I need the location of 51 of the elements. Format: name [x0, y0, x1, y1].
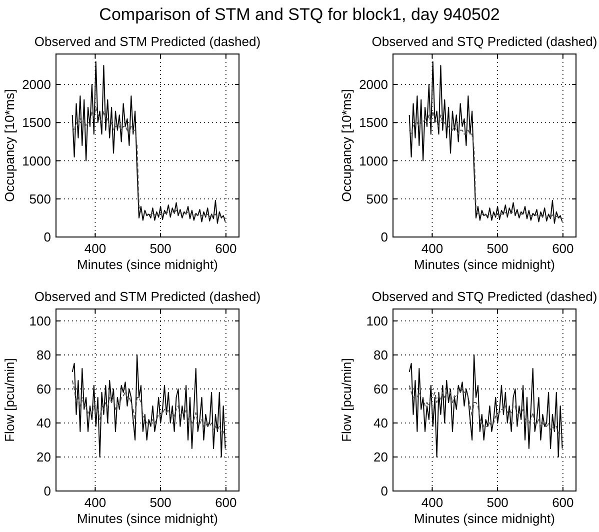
y-tick-label: 1500 — [359, 115, 388, 130]
x-tick-label: 400 — [84, 241, 106, 256]
y-tick-label: 40 — [374, 415, 388, 430]
x-tick-label: 600 — [552, 241, 574, 256]
line-series — [72, 106, 226, 218]
chart-title: Observed and STM Predicted (dashed) — [34, 34, 261, 49]
x-tick-label: 500 — [150, 241, 172, 256]
y-tick-label: 60 — [374, 381, 388, 396]
y-tick-label: 1000 — [359, 153, 388, 168]
x-tick-label: 500 — [486, 495, 508, 510]
x-tick-label: 600 — [552, 495, 574, 510]
text: Comparison of STM and STQ for block1, day 940502 — [99, 5, 500, 24]
x-axis-title: Minutes (since midnight) — [414, 511, 555, 526]
x-tick-label: 500 — [150, 495, 172, 510]
x-tick-label: 400 — [421, 241, 444, 256]
y-tick-label: 20 — [374, 449, 388, 464]
y-tick-label: 40 — [36, 415, 51, 430]
x-axis-title: Minutes (since midnight) — [414, 257, 555, 272]
chart-title: Observed and STQ Predicted (dashed) — [372, 289, 598, 304]
y-tick-label: 500 — [366, 191, 388, 206]
y-tick-label: 80 — [36, 347, 51, 362]
y-tick-label: 100 — [366, 313, 388, 328]
chart-title: Observed and STQ Predicted (dashed) — [372, 34, 598, 49]
chart-title: Observed and STM Predicted (dashed) — [34, 289, 261, 304]
y-tick-label: 1000 — [22, 153, 51, 168]
y-tick-label: 2000 — [359, 77, 388, 92]
x-tick-label: 500 — [486, 241, 508, 256]
x-axis-title: Minutes (since midnight) — [77, 511, 218, 526]
x-tick-label: 400 — [421, 495, 444, 510]
x-axis-title: Minutes (since midnight) — [77, 257, 218, 272]
y-tick-label: 1500 — [22, 115, 51, 130]
y-tick-label: 60 — [36, 381, 51, 396]
y-axis-title: Occupancy [10*ms] — [339, 89, 354, 202]
y-tick-label: 80 — [374, 347, 388, 362]
x-tick-label: 400 — [84, 495, 106, 510]
line-series — [408, 110, 563, 220]
line-series — [72, 380, 226, 438]
y-axis-title: Flow [pcu/min] — [339, 358, 354, 442]
line-series — [408, 385, 563, 438]
y-tick-label: 0 — [44, 230, 51, 244]
y-tick-label: 100 — [29, 313, 51, 328]
y-tick-label: 0 — [380, 484, 388, 498]
x-tick-label: 600 — [215, 241, 237, 256]
x-tick-label: 600 — [215, 495, 237, 510]
y-axis-title: Occupancy [10*ms] — [2, 89, 17, 202]
y-tick-label: 0 — [44, 484, 51, 498]
y-tick-label: 20 — [36, 449, 51, 464]
y-tick-label: 500 — [29, 191, 51, 206]
y-tick-label: 0 — [380, 230, 388, 244]
y-axis-title: Flow [pcu/min] — [2, 358, 17, 442]
y-tick-label: 2000 — [22, 77, 51, 92]
